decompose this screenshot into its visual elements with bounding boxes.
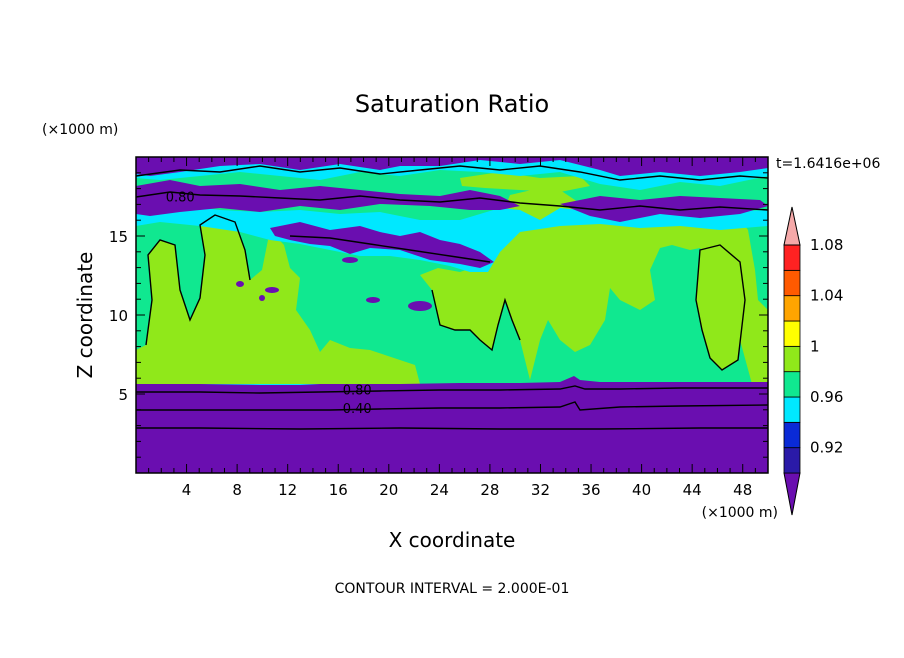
x-tick-label: 48 bbox=[733, 481, 752, 499]
y-tick-label: 15 bbox=[109, 228, 128, 246]
x-tick-label: 20 bbox=[379, 481, 398, 499]
colorbar-tick-label: 1 bbox=[810, 337, 820, 355]
x-tick-label: 24 bbox=[430, 481, 449, 499]
colorbar-max-triangle bbox=[783, 206, 801, 246]
x-axis: 4 8 12 16 20 24 28 32 36 40 44 48 bbox=[148, 157, 756, 499]
x-axis-unit: (×1000 m) bbox=[702, 505, 778, 521]
x-tick-label: 4 bbox=[182, 481, 192, 499]
x-tick-label: 28 bbox=[480, 481, 499, 499]
contour-labels: 0.80 0.80 0.40 bbox=[166, 191, 372, 418]
colorbar-segment bbox=[783, 345, 801, 373]
y-tick-label: 10 bbox=[109, 307, 128, 325]
colorbar-min-triangle bbox=[783, 472, 801, 516]
colorbar-segment bbox=[783, 371, 801, 398]
colorbar-tick-label: 1.08 bbox=[810, 236, 843, 254]
colorbar: 0.92 0.96 1 1.04 1.08 bbox=[783, 206, 843, 516]
colorbar-segment bbox=[783, 447, 801, 474]
colorbar-tick-label: 1.04 bbox=[810, 287, 843, 305]
x-tick-label: 12 bbox=[278, 481, 297, 499]
colorbar-tick-label: 0.92 bbox=[810, 439, 843, 457]
contour-label: 0.40 bbox=[343, 402, 372, 417]
colorbar-segment bbox=[783, 269, 801, 297]
heatmap-field bbox=[136, 157, 768, 473]
chart-title: Saturation Ratio bbox=[355, 90, 549, 118]
time-label: t=1.6416e+06 bbox=[776, 156, 880, 172]
dry-spots bbox=[236, 257, 432, 311]
x-tick-label: 36 bbox=[581, 481, 600, 499]
y-tick-label: 5 bbox=[118, 386, 128, 404]
y-axis-label: Z coordinate bbox=[73, 252, 97, 379]
x-tick-label: 16 bbox=[329, 481, 348, 499]
colorbar-segment bbox=[783, 396, 801, 423]
x-axis-label: X coordinate bbox=[389, 528, 516, 552]
y-axis-unit: (×1000 m) bbox=[42, 122, 118, 138]
x-tick-label: 44 bbox=[683, 481, 702, 499]
y-axis: 5 10 15 bbox=[109, 172, 768, 458]
x-tick-label: 32 bbox=[531, 481, 550, 499]
contour-label: 0.80 bbox=[166, 191, 195, 206]
contour-lines bbox=[136, 165, 768, 430]
contour-interval-footer: CONTOUR INTERVAL = 2.000E-01 bbox=[335, 581, 570, 597]
colorbar-segment bbox=[783, 320, 801, 347]
colorbar-tick-label: 0.96 bbox=[810, 388, 843, 406]
colorbar-segment bbox=[783, 421, 801, 449]
x-tick-label: 8 bbox=[232, 481, 242, 499]
dry-regions bbox=[136, 157, 768, 473]
contour-label: 0.80 bbox=[343, 383, 372, 398]
x-tick-label: 40 bbox=[632, 481, 651, 499]
colorbar-segment bbox=[783, 295, 801, 322]
colorbar-segment bbox=[783, 244, 801, 271]
